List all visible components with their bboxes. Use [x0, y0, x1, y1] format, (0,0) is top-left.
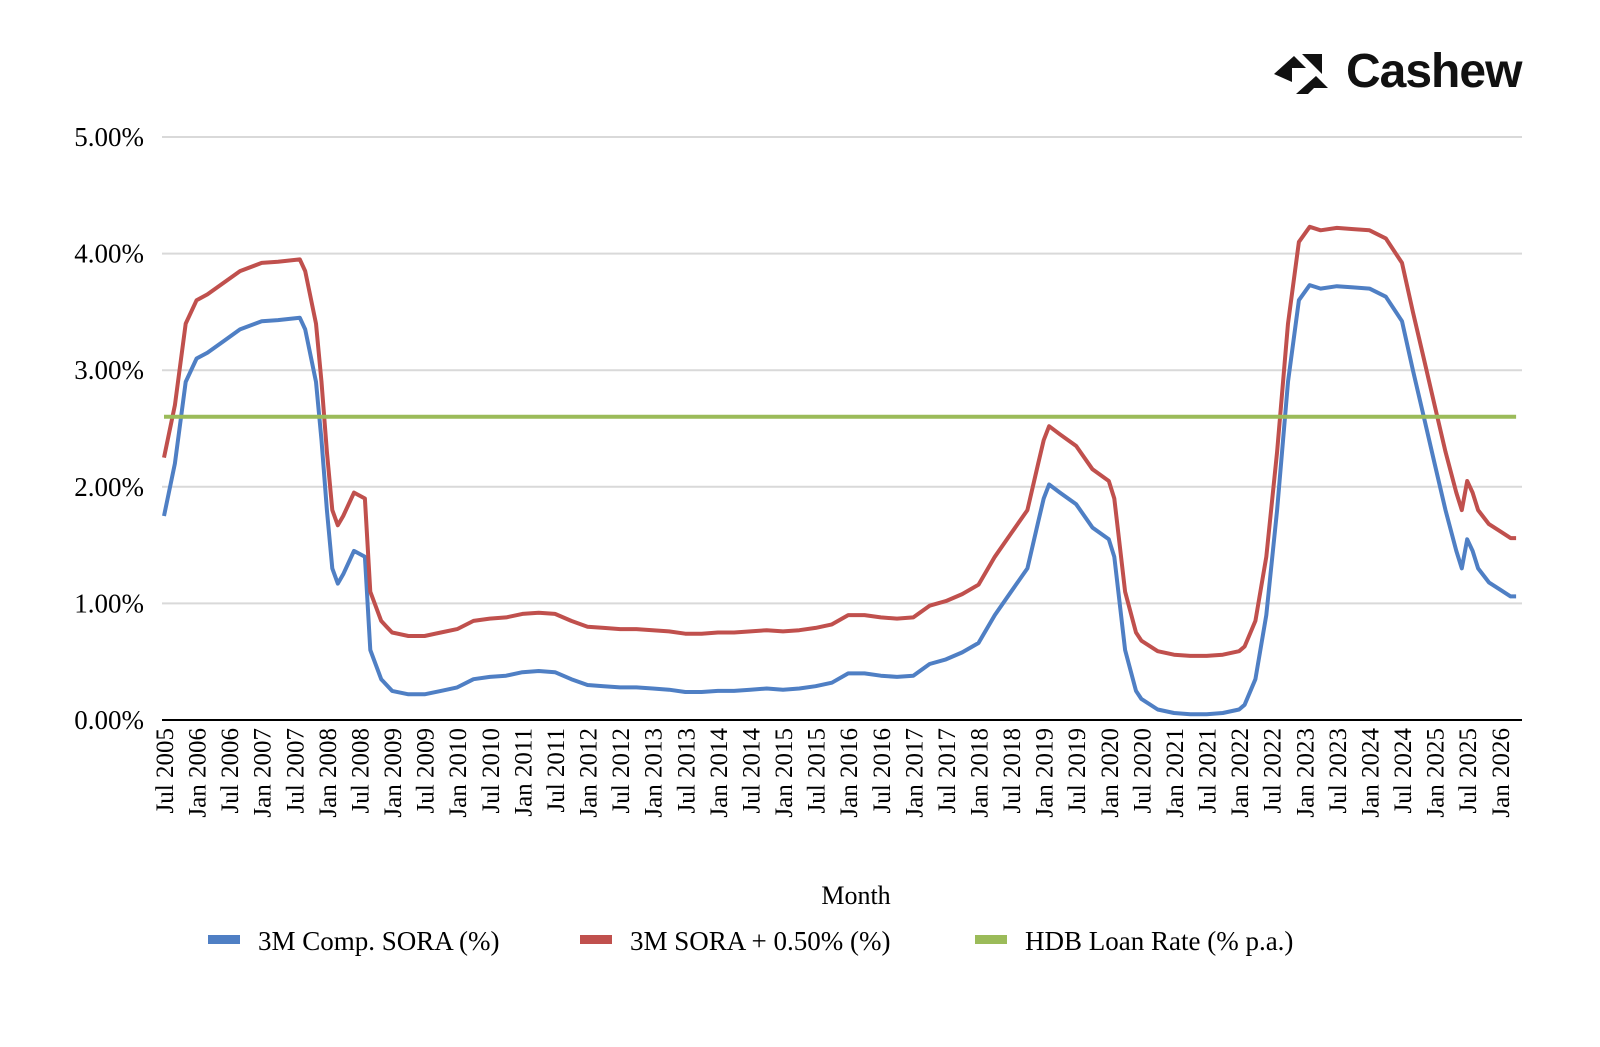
cashew-logo-icon — [1274, 53, 1328, 94]
y-axis-ticks: 0.00% 1.00% 2.00% 3.00% 4.00% 5.00% — [74, 122, 144, 735]
x-tick-label: Jul 2006 — [217, 728, 244, 813]
x-tick-label: Jan 2023 — [1292, 728, 1319, 818]
x-tick-label: Jan 2020 — [1097, 728, 1124, 818]
x-tick-label: Jan 2017 — [901, 728, 928, 818]
x-tick-label: Jan 2011 — [510, 728, 537, 817]
x-tick-label: Jul 2020 — [1129, 728, 1156, 813]
x-tick-label: Jul 2011 — [543, 728, 570, 813]
x-tick-label: Jan 2008 — [315, 728, 342, 818]
legend-label: 3M Comp. SORA (%) — [258, 926, 500, 956]
y-tick-label: 1.00% — [74, 588, 144, 618]
x-tick-label: Jan 2026 — [1488, 728, 1515, 818]
x-tick-label: Jul 2021 — [1195, 728, 1222, 813]
x-tick-label: Jul 2019 — [1064, 728, 1091, 813]
x-tick-label: Jan 2021 — [1162, 728, 1189, 818]
x-tick-label: Jul 2008 — [348, 728, 375, 813]
x-tick-label: Jul 2016 — [869, 728, 896, 813]
x-tick-label: Jan 2018 — [967, 728, 994, 818]
legend-label: HDB Loan Rate (% p.a.) — [1025, 926, 1293, 956]
brand-name: Cashew — [1346, 45, 1522, 98]
x-tick-label: Jan 2022 — [1227, 728, 1254, 818]
x-axis-label: Month — [821, 881, 890, 910]
x-tick-label: Jan 2025 — [1423, 728, 1450, 818]
y-tick-label: 5.00% — [74, 122, 144, 152]
x-tick-label: Jul 2012 — [608, 728, 635, 813]
x-tick-label: Jan 2019 — [1032, 728, 1059, 818]
x-tick-label: Jul 2014 — [738, 728, 765, 814]
x-tick-label: Jul 2007 — [282, 728, 309, 813]
x-tick-label: Jan 2009 — [380, 728, 407, 818]
x-tick-label: Jul 2009 — [413, 728, 440, 813]
legend-swatch — [580, 935, 612, 944]
legend-swatch — [975, 935, 1007, 944]
y-tick-label: 2.00% — [74, 472, 144, 502]
x-tick-label: Jul 2010 — [478, 728, 505, 813]
x-tick-label: Jan 2006 — [185, 728, 212, 818]
x-tick-label: Jul 2018 — [999, 728, 1026, 813]
series-line — [162, 224, 1517, 658]
series-lines — [162, 224, 1517, 717]
x-tick-label: Jul 2022 — [1260, 728, 1287, 813]
x-tick-label: Jul 2013 — [673, 728, 700, 813]
x-tick-label: Jul 2017 — [934, 728, 961, 813]
y-tick-label: 4.00% — [74, 239, 144, 269]
x-tick-label: Jan 2007 — [250, 728, 277, 818]
x-tick-label: Jan 2012 — [576, 728, 603, 818]
brand-logo: Cashew — [1272, 44, 1522, 99]
x-tick-label: Jul 2015 — [804, 728, 831, 813]
y-tick-label: 0.00% — [74, 705, 144, 735]
x-tick-label: Jul 2024 — [1390, 728, 1417, 814]
x-tick-label: Jul 2025 — [1455, 728, 1482, 813]
x-tick-label: Jan 2010 — [445, 728, 472, 818]
x-tick-label: Jan 2016 — [836, 728, 863, 818]
legend-label: 3M SORA + 0.50% (%) — [630, 926, 890, 956]
series-line — [162, 283, 1517, 717]
x-tick-label: Jan 2015 — [771, 728, 798, 818]
legend: 3M Comp. SORA (%) 3M SORA + 0.50% (%) HDB … — [208, 926, 1293, 956]
x-tick-label: Jan 2024 — [1358, 728, 1385, 818]
legend-swatch — [208, 935, 240, 944]
x-tick-label: Jan 2014 — [706, 728, 733, 818]
x-tick-label: Jul 2023 — [1325, 728, 1352, 813]
x-tick-label: Jan 2013 — [641, 728, 668, 818]
x-tick-label: Jul 2005 — [152, 728, 179, 813]
x-axis-ticks: Jul 2005 Jan 2006 Jul 2006 Jan 2007 Jul 2007… — [152, 728, 1515, 818]
y-tick-label: 3.00% — [74, 355, 144, 385]
